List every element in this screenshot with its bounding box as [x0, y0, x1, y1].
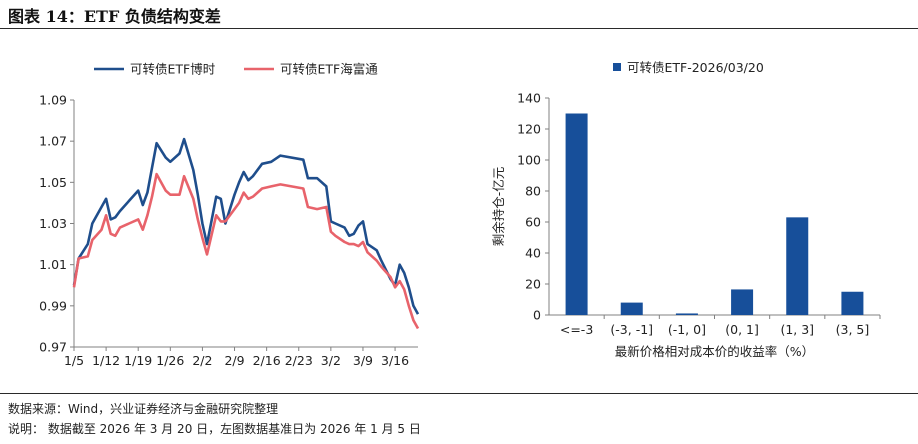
x-tick-label: (-3, -1]: [610, 322, 653, 337]
x-tick-label: 1/19: [124, 353, 152, 368]
y-tick-label: 20: [525, 277, 541, 292]
y-tick-label: 120: [517, 122, 541, 137]
bar: [620, 302, 643, 315]
y-tick-label: 1.03: [39, 216, 67, 231]
source-note: 数据来源：Wind，兴业证券经济与金融研究院整理: [8, 402, 279, 416]
x-tick-label: (1, 3]: [780, 322, 814, 337]
x-tick-label: 1/5: [64, 353, 84, 368]
legend-swatch: [613, 63, 621, 71]
legend-label: 可转债ETF-2026/03/20: [627, 60, 764, 75]
header-rule: [0, 28, 918, 29]
y-tick-label: 0.99: [39, 298, 67, 313]
x-tick-label: 3/16: [381, 353, 409, 368]
x-tick-label: 2/9: [224, 353, 244, 368]
x-tick-label: 3/2: [321, 353, 341, 368]
y-tick-label: 60: [525, 215, 541, 230]
legend-label-2: 可转债ETF海富通: [280, 62, 378, 77]
x-tick-label: 2/2: [192, 353, 212, 368]
bar: [786, 217, 809, 315]
x-axis-title: 最新价格相对成本价的收益率（%）: [615, 344, 814, 359]
bar: [565, 113, 588, 315]
bar: [841, 291, 864, 315]
x-tick-label: 1/12: [92, 353, 120, 368]
remark-note: 说明： 数据截至 2026 年 3 月 20 日，左图数据基准日为 2026 年…: [8, 422, 421, 436]
y-tick-label: 140: [517, 91, 541, 106]
x-tick-label: 2/23: [285, 353, 313, 368]
x-tick-label: 3/9: [353, 353, 373, 368]
y-tick-label: 1.01: [39, 257, 67, 272]
x-tick-label: 1/26: [156, 353, 184, 368]
x-tick-label: (3, 5]: [836, 322, 870, 337]
legend-label-1: 可转债ETF博时: [130, 62, 216, 77]
y-tick-label: 80: [525, 184, 541, 199]
y-tick-label: 1.07: [39, 134, 67, 149]
y-tick-label: 0: [533, 308, 541, 323]
y-tick-label: 0.97: [39, 340, 67, 355]
y-tick-label: 1.05: [39, 175, 67, 190]
bar: [731, 289, 754, 315]
y-tick-label: 100: [517, 153, 541, 168]
bar: [675, 313, 698, 315]
y-tick-label: 40: [525, 246, 541, 261]
x-tick-label: (0, 1]: [725, 322, 759, 337]
y-axis-title: 剩余持仓-亿元: [491, 167, 506, 247]
page-title: 图表 14：ETF 负债结构变差: [8, 7, 221, 26]
series-line-1: [72, 137, 420, 315]
x-tick-label: (-1, 0]: [668, 322, 706, 337]
x-tick-label: 2/16: [253, 353, 281, 368]
x-tick-label: <=-3: [560, 322, 593, 337]
series-line-2: [72, 172, 420, 330]
footer-rule: [0, 393, 918, 394]
y-tick-label: 1.09: [39, 93, 67, 108]
